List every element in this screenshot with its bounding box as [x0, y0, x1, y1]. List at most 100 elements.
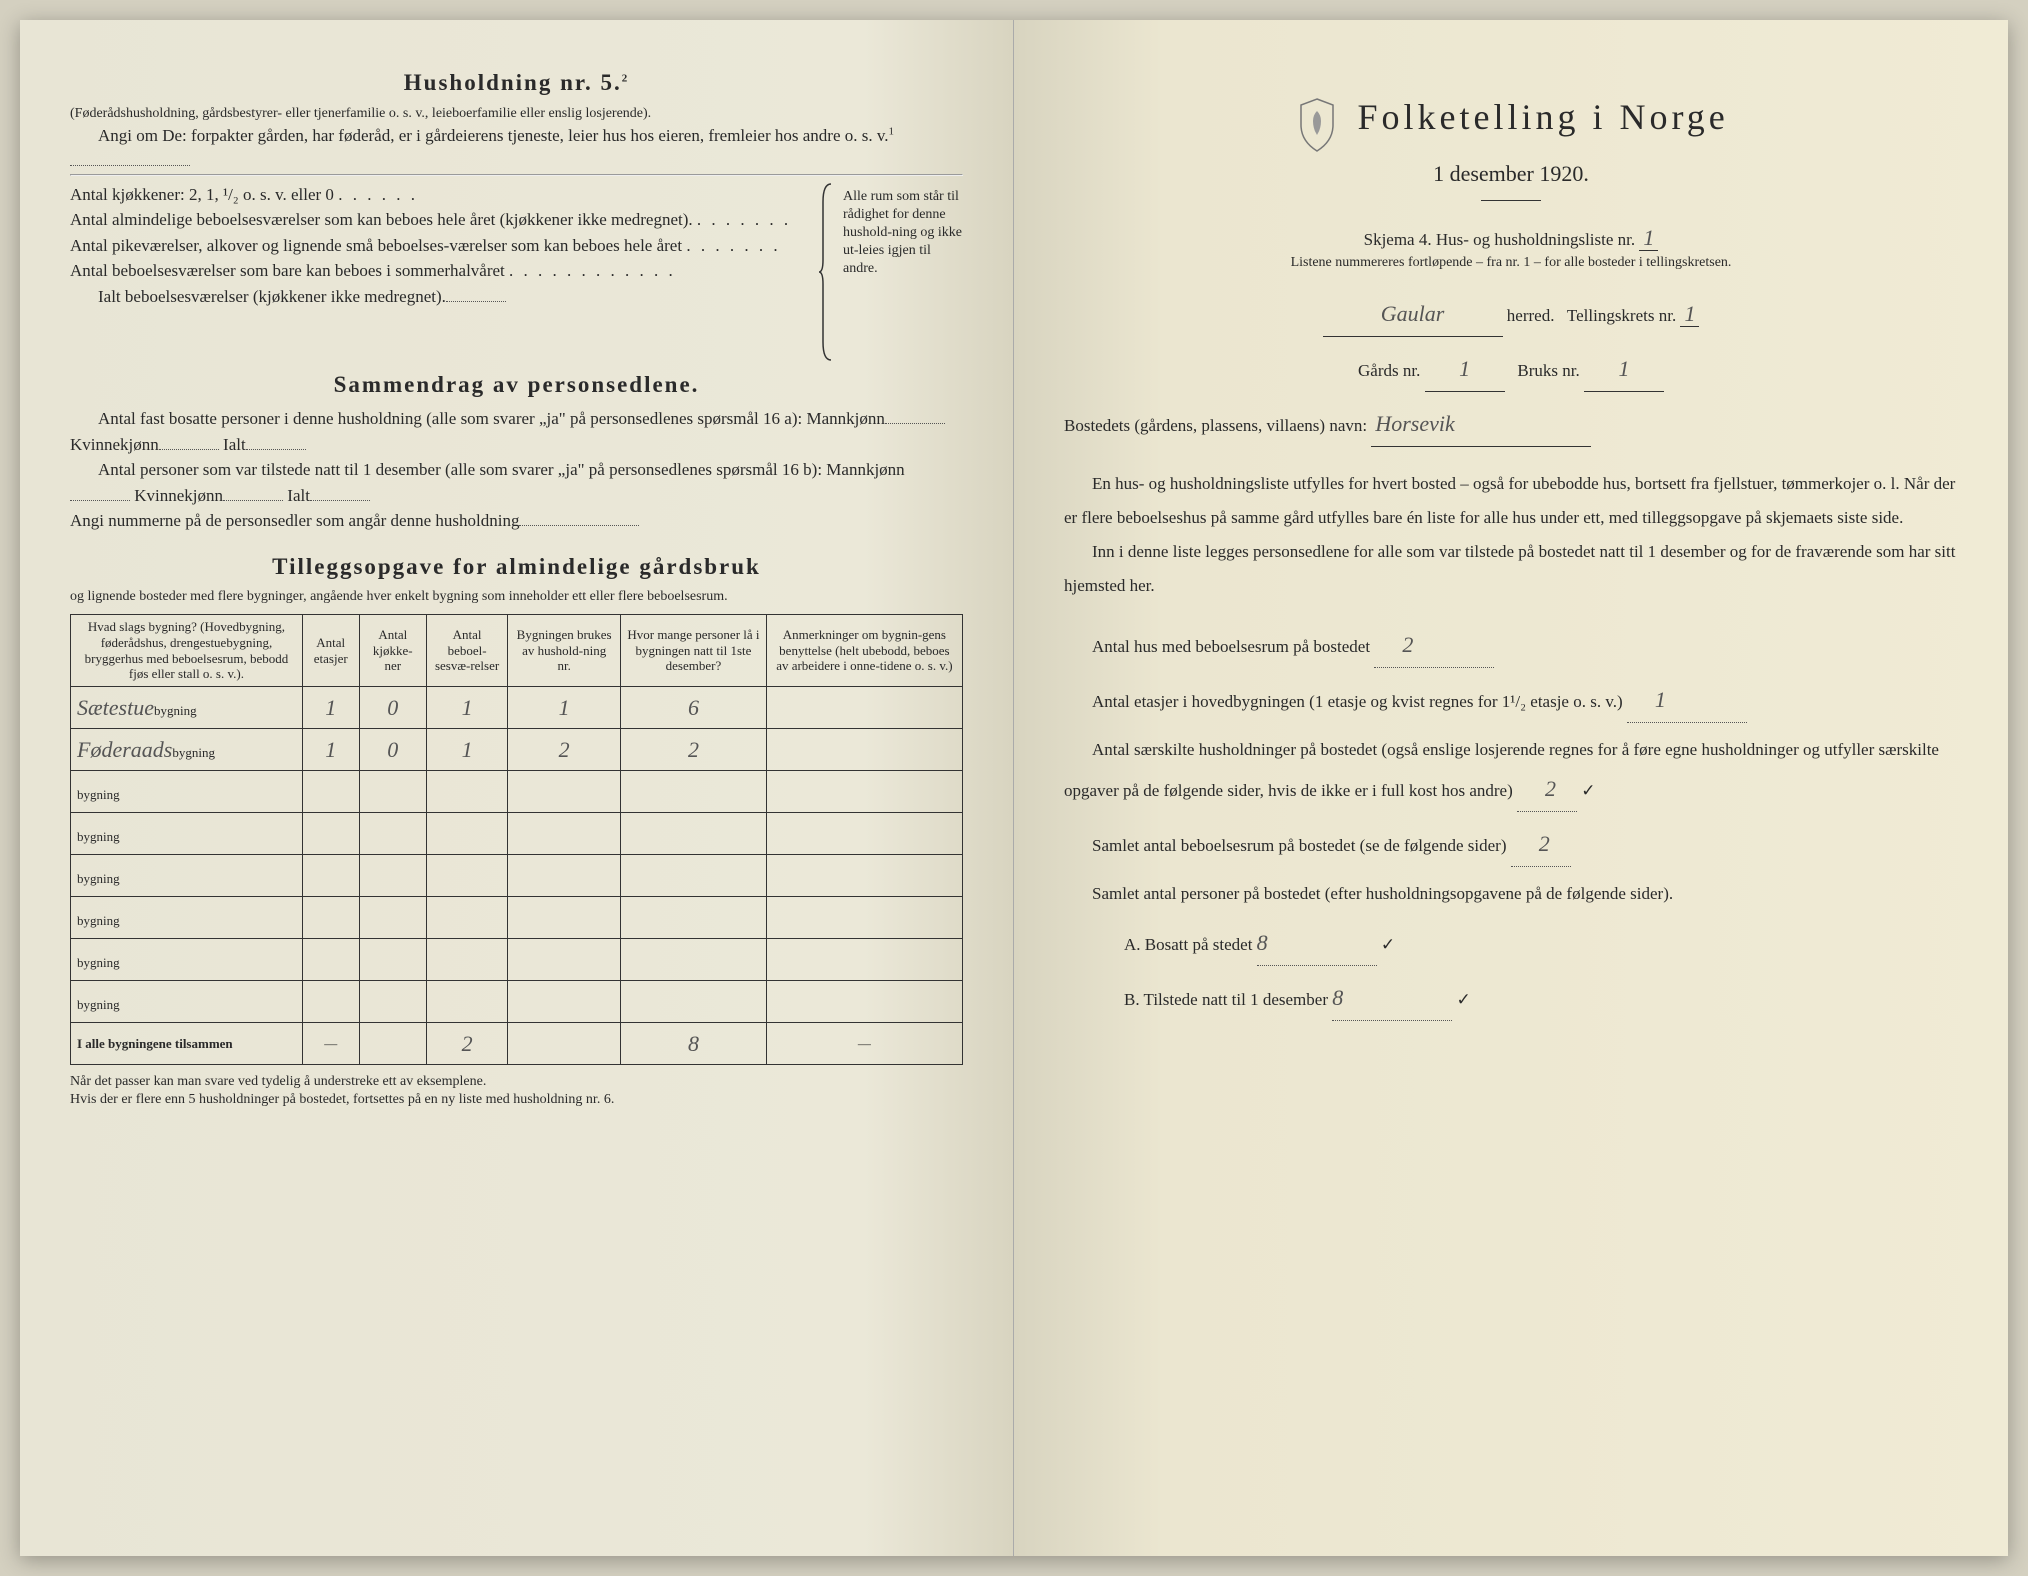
rooms-c-text: Antal beboelsesværelser som bare kan beb… — [70, 261, 505, 280]
q4-lbl: Samlet antal beboelsesrum på bostedet (s… — [1092, 836, 1506, 855]
sum-p1: Antal fast bosatte personer i denne hush… — [70, 406, 963, 457]
dots: . . . . . . — [338, 185, 418, 204]
cell — [359, 812, 426, 854]
sum-ialt2: Ialt — [287, 486, 310, 505]
table-total-row: I alle bygningene tilsammen — 2 8 — — [71, 1022, 963, 1064]
cell — [621, 896, 767, 938]
q3-val: 2 — [1545, 776, 1556, 801]
th-4: Bygningen brukes av hushold-ning nr. — [508, 615, 621, 686]
cell — [302, 854, 359, 896]
right-page: Folketelling i Norge 1 desember 1920. Sk… — [1014, 20, 2008, 1556]
row-label: Føderaadsbygning — [71, 728, 303, 770]
cell: 2 — [621, 728, 767, 770]
cell — [359, 938, 426, 980]
main-title: Folketelling i Norge — [1357, 97, 1728, 137]
bosted-lbl: Bostedets (gårdens, plassens, villaens) … — [1064, 416, 1367, 435]
bosted-val: Horsevik — [1371, 402, 1591, 447]
q3-lbl: Antal særskilte husholdninger på bostede… — [1064, 740, 1939, 800]
cell — [359, 896, 426, 938]
cell — [766, 854, 962, 896]
par2-sup: 1 — [889, 125, 895, 137]
q4: Samlet antal beboelsesrum på bostedet (s… — [1064, 822, 1958, 867]
heading5-sup: 2 — [622, 72, 630, 84]
document-spread: Husholdning nr. 5.2 (Føderådshusholdning… — [20, 20, 2008, 1556]
cell — [427, 812, 508, 854]
dots: . . . . . . . — [686, 236, 780, 255]
blank: 2 — [1517, 767, 1577, 812]
th-6: Anmerkninger om bygnin-gens benyttelse (… — [766, 615, 962, 686]
qB: B. Tilstede natt til 1 desember 8 ✓ — [1064, 976, 1958, 1021]
para1: En hus- og husholdningsliste utfylles fo… — [1064, 467, 1958, 535]
row-label: bygning — [71, 854, 303, 896]
cell — [302, 896, 359, 938]
cell — [302, 812, 359, 854]
par2: Angi om De: forpakter gården, har føderå… — [70, 123, 963, 174]
rooms-a-text: Antal almindelige beboelsesværelser som … — [70, 210, 693, 229]
cell — [427, 980, 508, 1022]
par1: (Føderådshusholdning, gårdsbestyrer- ell… — [70, 105, 963, 123]
total-2: 2 — [427, 1022, 508, 1064]
th-3: Antal beboel-sesvæ-relser — [427, 615, 508, 686]
title-block: Folketelling i Norge 1 desember 1920. — [1064, 90, 1958, 201]
cell — [766, 812, 962, 854]
cell — [766, 980, 962, 1022]
heading5-text: Husholdning nr. 5. — [404, 70, 622, 95]
cell: 1 — [427, 728, 508, 770]
cell — [508, 854, 621, 896]
q1-lbl: Antal hus med beboelsesrum på bostedet — [1092, 637, 1370, 656]
total-3 — [508, 1022, 621, 1064]
qA-lbl: A. Bosatt på stedet — [1124, 935, 1252, 954]
total-label: I alle bygningene tilsammen — [71, 1022, 303, 1064]
cell — [427, 896, 508, 938]
dots: . . . . . . . — [697, 210, 791, 229]
row-label: Sætestuebygning — [71, 686, 303, 728]
cell — [302, 938, 359, 980]
table-row: bygning — [71, 938, 963, 980]
cell: 6 — [621, 686, 767, 728]
cell: 0 — [359, 728, 426, 770]
table-row: bygning — [71, 770, 963, 812]
cell — [359, 770, 426, 812]
blank — [246, 449, 306, 450]
brace-icon — [817, 182, 835, 362]
cell: 2 — [508, 728, 621, 770]
row-label: bygning — [71, 770, 303, 812]
cell — [621, 770, 767, 812]
par2a: Angi om De: — [98, 126, 187, 145]
rooms-a: Antal almindelige beboelsesværelser som … — [70, 207, 809, 233]
cell — [508, 980, 621, 1022]
cell: 0 — [359, 686, 426, 728]
cell — [508, 770, 621, 812]
kjokkener-label: Antal kjøkkener: 2, 1, ¹/₂ o. s. v. elle… — [70, 185, 334, 204]
blank — [70, 165, 190, 166]
total-0: — — [302, 1022, 359, 1064]
gards-lbl: Gårds nr. — [1358, 361, 1420, 380]
herred-lbl: herred. — [1507, 306, 1555, 325]
heading-tillegg: Tilleggsopgave for almindelige gårdsbruk — [70, 550, 963, 585]
row-label: bygning — [71, 980, 303, 1022]
sum-ialt: Ialt — [223, 435, 246, 454]
para2: Inn i denne liste legges personsedlene f… — [1064, 535, 1958, 603]
kjokkener: Antal kjøkkener: 2, 1, ¹/₂ o. s. v. elle… — [70, 182, 809, 208]
cell — [766, 938, 962, 980]
brace-text: Alle rum som står til rådighet for denne… — [843, 182, 963, 362]
rule-icon — [1481, 200, 1541, 201]
table-row: Sætestuebygning10116 — [71, 686, 963, 728]
cell: 1 — [427, 686, 508, 728]
bruks-val: 1 — [1584, 347, 1664, 392]
cell — [302, 980, 359, 1022]
cell — [508, 896, 621, 938]
bosted-line: Bostedets (gårdens, plassens, villaens) … — [1064, 402, 1958, 447]
table-header-row: Hvad slags bygning? (Hovedbygning, føder… — [71, 615, 963, 686]
rooms-c: Antal beboelsesværelser som bare kan beb… — [70, 258, 809, 284]
q1: Antal hus med beboelsesrum på bostedet 2 — [1064, 623, 1958, 668]
list-note: Listene nummereres fortløpende – fra nr.… — [1064, 254, 1958, 272]
crest-icon — [1293, 97, 1341, 153]
tillegg-sub: og lignende bosteder med flere bygninger… — [70, 588, 963, 606]
blank — [519, 525, 639, 526]
herred-val: Gaular — [1323, 292, 1503, 337]
total-1 — [359, 1022, 426, 1064]
th-1: Antal etasjer — [302, 615, 359, 686]
cell — [359, 980, 426, 1022]
gards-val: 1 — [1425, 347, 1505, 392]
